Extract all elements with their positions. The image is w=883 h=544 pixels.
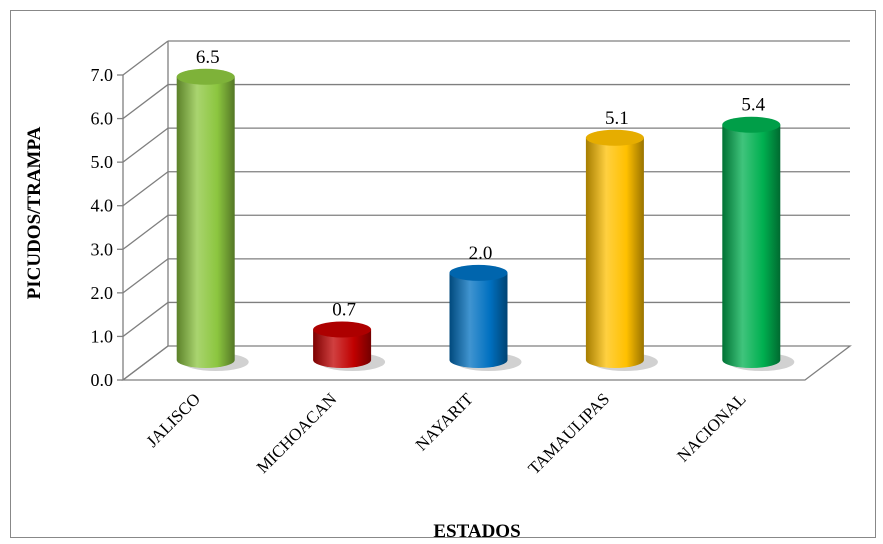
bar-jalisco [176,68,249,371]
gridline-diagonal [122,214,169,250]
y-tick-label: 1.0 [91,326,114,346]
value-label: 2.0 [469,243,493,264]
gridline-diagonal [122,84,169,120]
value-label: 6.5 [196,47,220,68]
value-labels: 6.5 0.7 2.0 5.1 5.4 [196,47,766,321]
gridline-diagonal [122,40,169,76]
bar-nayarit [449,264,522,371]
y-tick-labels: 0.0 1.0 2.0 3.0 4.0 5.0 6.0 7.0 [91,65,114,390]
x-tick-label: NACIONAL [673,389,749,465]
bar-tamaulipas [585,129,658,371]
gridline-diagonal [122,258,169,294]
y-axis-title: PICUDOS/TRAMPA [24,126,45,299]
bar-top [176,68,235,85]
bar-body [722,124,781,368]
x-tick-label: MICHOACAN [253,389,341,477]
y-tick-label: 3.0 [91,239,114,259]
bar-top [585,129,644,146]
gridline-diagonal [122,345,169,381]
x-tick-label: TAMAULIPAS [524,389,613,478]
bar-body [176,76,235,369]
bar-top [313,321,372,338]
y-tick-label: 7.0 [91,65,114,85]
bar-body [585,137,644,368]
y-tick-label: 0.0 [91,370,114,390]
value-label: 5.4 [741,95,765,116]
x-tick-label: NAYARIT [412,389,478,455]
y-tick-label: 4.0 [91,196,114,216]
bar-michoacan [313,321,386,371]
y-tick-label: 6.0 [91,109,114,129]
bar-nacional [722,116,795,371]
bar-body [313,329,372,368]
bar-top [722,116,781,133]
x-axis-title: ESTADOS [433,521,520,542]
bar-body [449,272,508,368]
x-tick-labels: JALISCO MICHOACAN NAYARIT TAMAULIPAS NACIONA… [142,389,749,478]
bar-top [449,264,508,281]
x-tick-label: JALISCO [142,389,204,451]
value-label: 5.1 [605,108,629,129]
y-tick-label: 2.0 [91,283,114,303]
gridline-diagonal [122,301,169,337]
value-label: 0.7 [332,300,356,321]
gridline-diagonal [122,127,169,163]
gridline-diagonal [122,171,169,207]
bars [176,68,795,371]
y-tick-label: 5.0 [91,152,114,172]
